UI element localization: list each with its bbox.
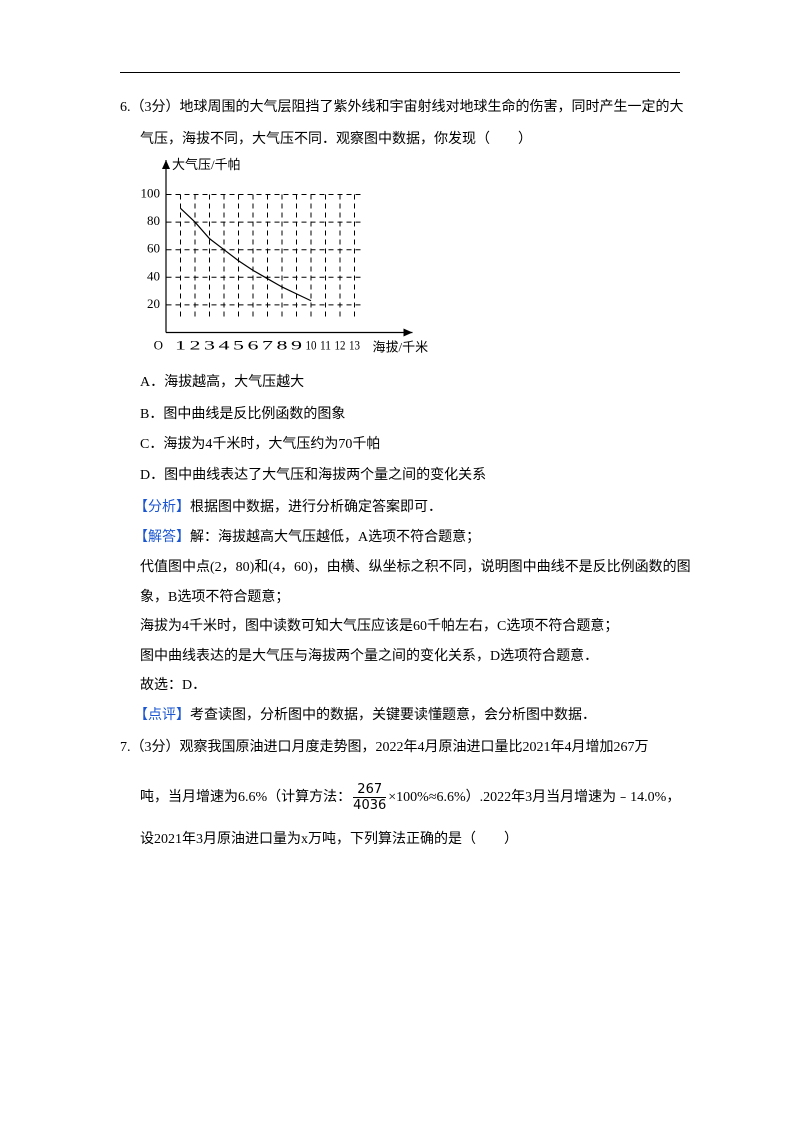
text: 考查读图，分析图中的数据，关键要读懂题意，会分析图中数据．	[190, 708, 596, 723]
q7-stem: 吨，当月增速为6.6%（计算方法： 267 4036 ×100%≈6.6%）.2022…	[140, 782, 680, 814]
denominator: 4036	[353, 797, 387, 814]
y-tick-label: 60	[147, 241, 160, 256]
numerator: 267	[357, 782, 383, 798]
text: ×100%≈6.6%）.2022年3月当月增速为﹣14.0%，	[388, 790, 681, 805]
x-tick-label: 8	[277, 337, 288, 352]
tag: 【点评】	[134, 708, 190, 723]
x-axis-label: 海拔/千米	[373, 339, 429, 354]
analysis: 【分析】根据图中数据，进行分析确定答案即可．	[134, 498, 442, 518]
solution-line: 图中曲线表达的是大气压与海拔两个量之间的变化关系，D选项符合题意．	[140, 649, 599, 664]
y-tick-label: 100	[141, 185, 161, 200]
q6-stem: 气压，海拔不同，大气压不同．观察图中数据，你发现（ ）	[140, 132, 532, 147]
option: A．海拔越高，大气压越大	[140, 375, 305, 390]
y-tick-label: 80	[147, 213, 160, 228]
x-tick-label: 5	[233, 337, 244, 352]
fraction: 267 4036	[353, 782, 387, 814]
x-tick-label: 9	[291, 337, 302, 352]
y-tick-label: 40	[147, 268, 160, 283]
q6-stem: 6.（3分）地球周围的大气层阻挡了紫外线和宇宙射线对地球生命的伤害，同时产生一定…	[120, 100, 684, 115]
y-axis-arrow	[162, 160, 170, 169]
solution: 【解答】解：海拔越高大气压越低，A选项不符合题意；	[134, 528, 480, 548]
q7-stem: 设2021年3月原油进口量为x万吨，下列算法正确的是（ ）	[140, 832, 518, 847]
x-tick-label: 11	[320, 337, 331, 352]
q7-stem: 7.（3分）观察我国原油进口月度走势图，2022年4月原油进口量比2021年4月…	[120, 740, 649, 755]
x-tick-label: 6	[248, 337, 260, 352]
option: B．图中曲线是反比例函数的图象	[140, 407, 346, 422]
option: D．图中曲线表达了大气压和海拔两个量之间的变化关系	[140, 468, 487, 483]
x-tick-label: 12	[335, 337, 346, 352]
solution-line: 代值图中点(2，80)和(4，60)，由横、纵坐标之积不同，说明图中曲线不是反比…	[140, 560, 691, 575]
text: 吨，当月增速为6.6%（计算方法：	[140, 790, 352, 805]
x-axis-arrow	[403, 328, 413, 337]
solution-line: 故选：D．	[140, 678, 207, 693]
curve	[180, 207, 312, 302]
x-tick-label: 3	[204, 337, 215, 352]
x-tick-label: 10	[306, 337, 317, 352]
y-axis-label: 大气压/千帕	[172, 157, 241, 172]
comment: 【点评】考查读图，分析图中的数据，关键要读懂题意，会分析图中数据．	[134, 706, 596, 726]
x-tick-label: 13	[349, 337, 360, 352]
x-tick-label: 7	[262, 337, 274, 352]
tag: 【解答】	[134, 530, 190, 545]
x-tick-label: 4	[219, 337, 231, 352]
x-tick-label: 2	[190, 337, 201, 352]
option: C．海拔为4千米时，大气压约为70千帕	[140, 437, 381, 452]
y-tick-label: 20	[147, 296, 160, 311]
x-tick-label: 1	[175, 337, 186, 352]
solution-line: 象，B选项不符合题意；	[140, 590, 290, 605]
header-rule	[120, 72, 680, 73]
tag: 【分析】	[134, 500, 190, 515]
origin-label: O	[154, 337, 163, 352]
text: 根据图中数据，进行分析确定答案即可．	[190, 500, 442, 515]
text: 解：海拔越高大气压越低，A选项不符合题意；	[190, 530, 481, 545]
solution-line: 海拔为4千米时，图中读数可知大气压应该是60千帕左右，C选项不符合题意；	[140, 619, 619, 634]
